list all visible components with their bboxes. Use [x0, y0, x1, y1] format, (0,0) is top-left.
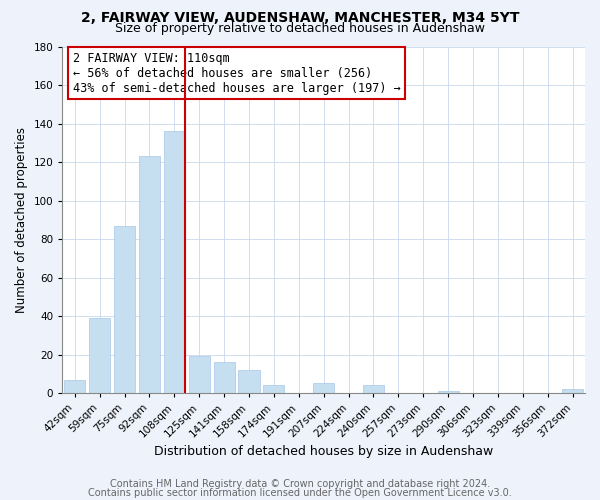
- Bar: [188, 356, 210, 393]
- Bar: [64, 380, 85, 393]
- Bar: [214, 362, 235, 393]
- Text: Size of property relative to detached houses in Audenshaw: Size of property relative to detached ho…: [115, 22, 485, 35]
- Text: 2 FAIRWAY VIEW: 110sqm
← 56% of detached houses are smaller (256)
43% of semi-de: 2 FAIRWAY VIEW: 110sqm ← 56% of detached…: [73, 52, 401, 94]
- Bar: [363, 386, 384, 393]
- Bar: [238, 370, 260, 393]
- Text: Contains HM Land Registry data © Crown copyright and database right 2024.: Contains HM Land Registry data © Crown c…: [110, 479, 490, 489]
- Bar: [263, 386, 284, 393]
- Bar: [313, 384, 334, 393]
- Bar: [437, 391, 458, 393]
- Bar: [89, 318, 110, 393]
- Bar: [562, 389, 583, 393]
- Text: Contains public sector information licensed under the Open Government Licence v3: Contains public sector information licen…: [88, 488, 512, 498]
- X-axis label: Distribution of detached houses by size in Audenshaw: Distribution of detached houses by size …: [154, 444, 493, 458]
- Bar: [114, 226, 135, 393]
- Y-axis label: Number of detached properties: Number of detached properties: [15, 127, 28, 313]
- Bar: [164, 131, 185, 393]
- Text: 2, FAIRWAY VIEW, AUDENSHAW, MANCHESTER, M34 5YT: 2, FAIRWAY VIEW, AUDENSHAW, MANCHESTER, …: [81, 11, 519, 25]
- Bar: [139, 156, 160, 393]
